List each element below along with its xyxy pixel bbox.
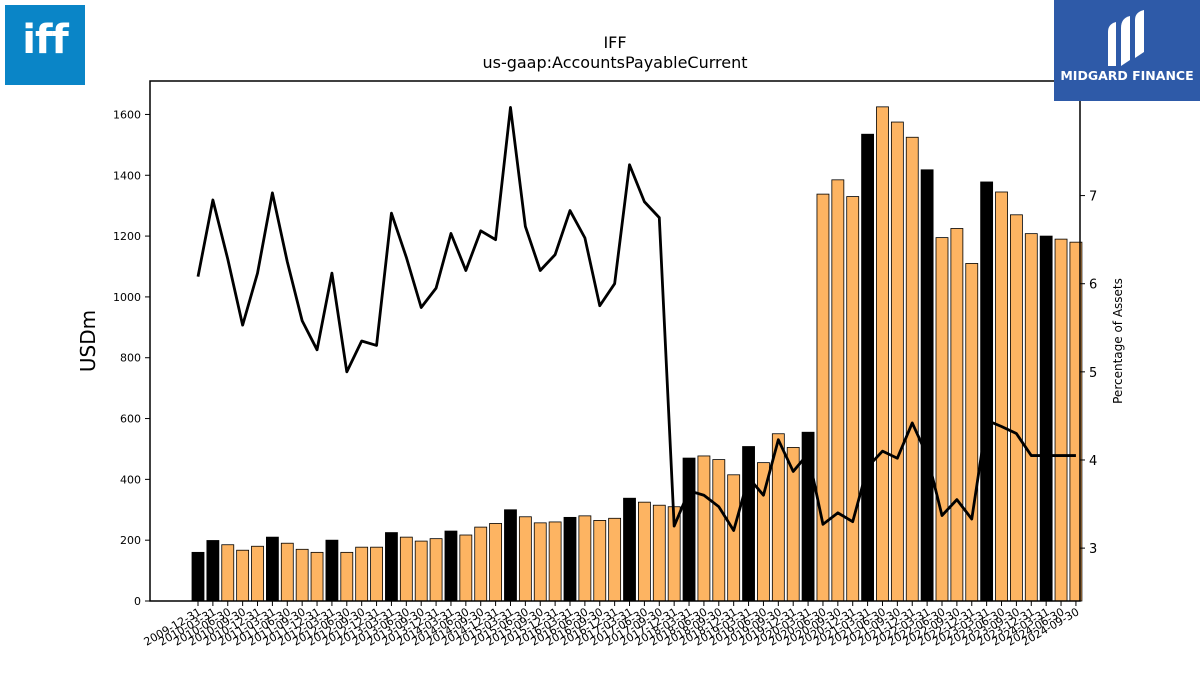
bar (489, 523, 503, 602)
bar (414, 540, 428, 602)
y-tick-label: 1200 (113, 230, 141, 243)
y-tick-label: 0 (134, 595, 141, 608)
bar (861, 133, 874, 602)
bar (221, 544, 235, 602)
midgard-mark-icon (1108, 10, 1144, 66)
bar (980, 181, 994, 602)
bar (340, 551, 354, 602)
bar (295, 548, 309, 602)
chart-subtitle: us-gaap:AccountsPayableCurrent (482, 53, 747, 72)
bar (459, 534, 473, 602)
bar (533, 522, 547, 602)
y-tick-label: 1000 (113, 291, 141, 304)
bar (578, 515, 592, 602)
bar (638, 501, 651, 602)
bar (623, 497, 636, 602)
bar (429, 538, 443, 602)
bar (950, 228, 964, 602)
bar (504, 509, 517, 602)
percent-line (196, 106, 1076, 532)
bar (370, 546, 383, 602)
y-axis-left: 0 200 400 600 800 1000 1200 1400 1600 (113, 108, 150, 608)
bar (1054, 238, 1068, 602)
bar (682, 457, 696, 602)
bar (831, 179, 845, 602)
bar (1039, 235, 1053, 602)
bar (608, 517, 622, 602)
bar (593, 520, 607, 602)
bar (265, 536, 279, 602)
bar (920, 169, 934, 602)
y2-tick-label: 4 (1089, 454, 1097, 469)
iff-logo-text: iff (22, 17, 69, 63)
bar (385, 532, 398, 602)
bar (890, 121, 904, 602)
y-tick-label: 200 (120, 534, 141, 547)
bar (712, 459, 726, 602)
y-tick-label: 400 (120, 473, 141, 486)
midgard-finance-logo: MIDGARD FINANCE (1054, 0, 1200, 101)
y-tick-label: 1600 (113, 108, 141, 121)
bar (548, 521, 562, 602)
y2-axis-label: Percentage of Assets (1111, 278, 1125, 404)
y2-tick-label: 3 (1089, 542, 1097, 557)
bar (995, 191, 1008, 602)
bar (280, 542, 294, 602)
bar (325, 539, 339, 602)
y-tick-label: 1400 (113, 169, 141, 182)
y-axis-label: USDm (76, 310, 100, 372)
bar (935, 237, 949, 602)
bar (1024, 233, 1038, 602)
bar (697, 455, 711, 602)
bar (965, 263, 979, 602)
y2-tick-label: 6 (1089, 278, 1097, 293)
bar (444, 530, 458, 602)
chart-title: IFF (603, 33, 626, 52)
bar (652, 504, 666, 602)
bar (310, 551, 324, 602)
y-tick-label: 600 (120, 413, 141, 426)
iff-logo: iff (5, 5, 85, 85)
bar (905, 136, 919, 602)
bar (399, 536, 413, 602)
bar (355, 546, 369, 602)
bar (846, 196, 860, 602)
bar (742, 446, 755, 602)
bar (1010, 214, 1023, 602)
bar (518, 516, 532, 602)
bar (251, 545, 264, 602)
bar (236, 549, 250, 602)
bar (876, 106, 889, 602)
bar (816, 193, 830, 602)
y-axis-right: 3 4 5 6 7 (1080, 190, 1097, 557)
x-axis: 2009-12-312010-03-312010-06-302010-09-30… (142, 601, 1081, 649)
bar (727, 474, 741, 602)
y2-tick-label: 5 (1089, 366, 1097, 381)
y2-tick-label: 7 (1089, 190, 1097, 205)
bar (191, 551, 205, 602)
bar (563, 516, 577, 602)
y-tick-label: 800 (120, 352, 141, 365)
bar (474, 526, 488, 602)
bar (206, 540, 220, 602)
midgard-logo-text: MIDGARD FINANCE (1060, 68, 1194, 83)
